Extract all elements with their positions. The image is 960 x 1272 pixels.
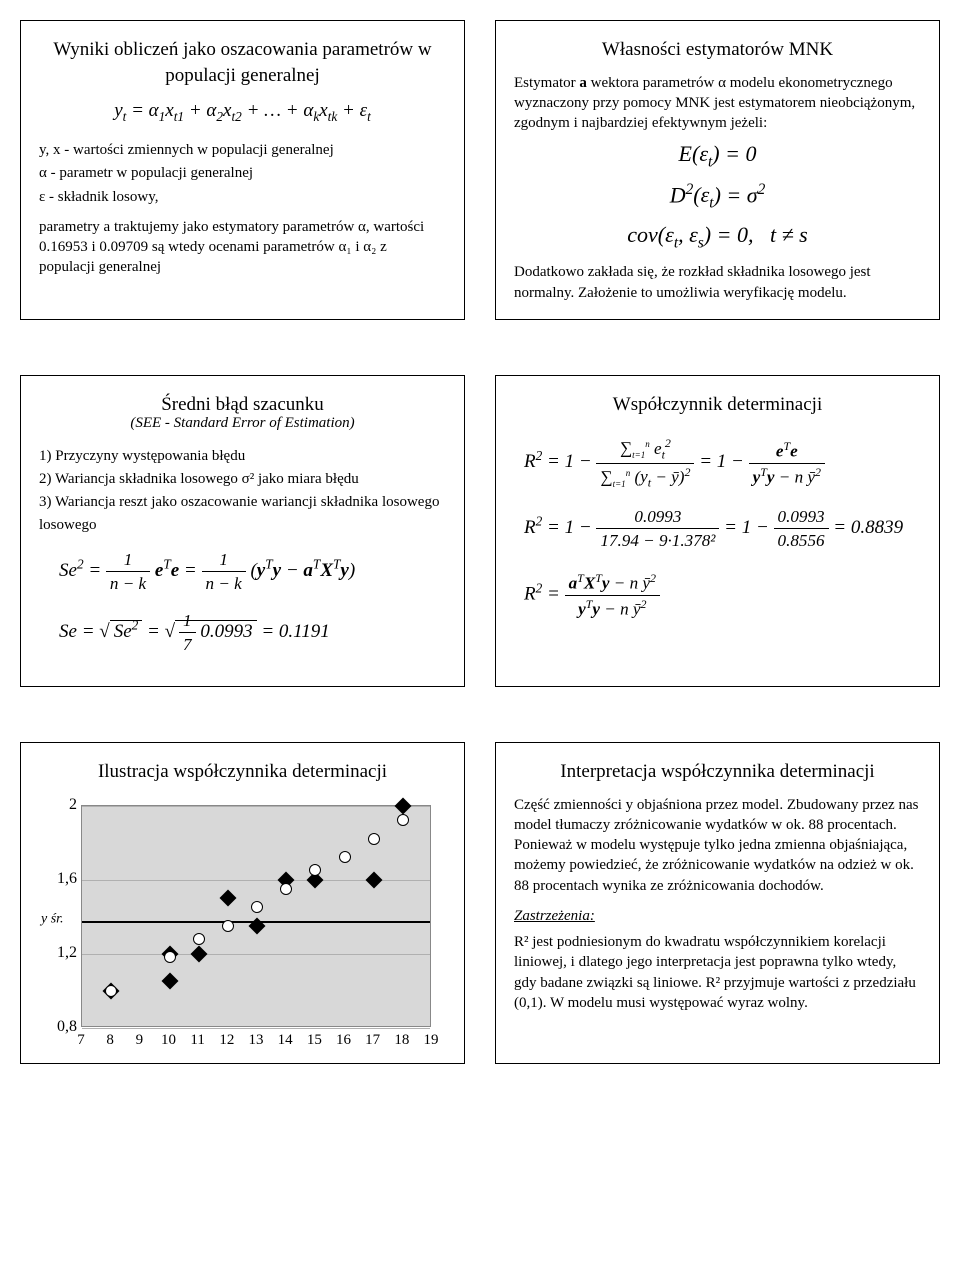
panel-interpretation: Interpretacja współczynnika determinacji…: [495, 742, 940, 1064]
val-r2-num: 0.0993: [596, 505, 719, 529]
panel-chart: Ilustracja współczynnika determinacji y …: [20, 742, 465, 1064]
panel-mnk-properties: Własności estymatorów MNK Estymator a we…: [495, 20, 940, 320]
val-r2-result: 0.8839: [851, 517, 903, 538]
panel4-title: Współczynnik determinacji: [514, 392, 921, 418]
xtick-label: 8: [106, 1030, 114, 1050]
diamond-marker: [394, 797, 411, 814]
circle-marker: [397, 814, 409, 826]
xtick-label: 16: [336, 1030, 351, 1050]
ytick-label: 2: [39, 794, 77, 816]
eq-r2-def: R2 = 1 − ∑t=1n et2 ∑t=1n (yt − ȳ)2 = 1 −…: [514, 435, 921, 491]
xtick-label: 11: [190, 1030, 204, 1050]
xtick-label: 7: [77, 1030, 85, 1050]
panel6-zastrz: Zastrzeżenia:: [514, 906, 921, 926]
xtick-label: 13: [249, 1030, 264, 1050]
eq-variance: D2(εt) = σ2: [514, 180, 921, 215]
panel2-para1: Estymator a wektora parametrów α modelu …: [514, 73, 921, 134]
panel1-definitions: y, x - wartości zmiennych w populacji ge…: [39, 140, 446, 207]
ytick-label: 1,6: [39, 868, 77, 890]
circle-marker: [368, 833, 380, 845]
plot-area: [81, 805, 431, 1027]
def-line: y, x - wartości zmiennych w populacji ge…: [39, 140, 446, 160]
xtick-label: 9: [136, 1030, 144, 1050]
panel1-equation: yt = α1xt1 + α2xt2 + … + αkxtk + εt: [39, 98, 446, 126]
panel-see: Średni błąd szacunku (SEE - Standard Err…: [20, 375, 465, 687]
xtick-label: 12: [219, 1030, 234, 1050]
eq-r2-matrix: R2 = aTXTy − n ȳ2 yTy − n ȳ2: [514, 570, 921, 621]
panel1-para: parametry a traktujemy jako estymatory p…: [39, 217, 446, 278]
eq-se: Se = √Se2 = √17 0.0993 = 0.1191: [39, 609, 446, 656]
eq-covariance: cov(εt, εs) = 0, t ≠ s: [514, 220, 921, 254]
ylabel: y śr.: [41, 910, 64, 929]
list-item: 2) Wariancja składnika losowego σ² jako …: [39, 469, 446, 489]
panel3-list: 1) Przyczyny występowania błędu 2) Waria…: [39, 446, 446, 513]
circle-marker: [251, 901, 263, 913]
val-se-result: 0.1191: [279, 621, 330, 642]
circle-marker: [222, 920, 234, 932]
def-line: α - parametr w populacji generalnej: [39, 163, 446, 183]
xtick-label: 18: [394, 1030, 409, 1050]
circle-marker: [309, 864, 321, 876]
panel3-subtitle: (SEE - Standard Error of Estimation): [39, 413, 446, 433]
panel6-title: Interpretacja współczynnika determinacji: [514, 759, 921, 785]
panel6-para1: Część zmienności y objaśniona przez mode…: [514, 795, 921, 896]
diamond-marker: [365, 871, 382, 888]
diamond-marker: [190, 945, 207, 962]
panel5-title: Ilustracja współczynnika determinacji: [39, 759, 446, 785]
circle-marker: [339, 851, 351, 863]
scatter-chart: y śr. 0,8 1,2 1,6 2 7 8 9 10 11 12 13 14 15 16 17 18 19: [39, 795, 439, 1055]
panel6-para2: R² jest podniesionym do kwadratu współcz…: [514, 932, 921, 1013]
diamond-marker: [219, 890, 236, 907]
circle-marker: [105, 985, 117, 997]
xtick-label: 17: [365, 1030, 380, 1050]
circle-marker: [193, 933, 205, 945]
val-se: 0.0993: [200, 621, 252, 642]
eq-se2: Se2 = 1n − k eTe = 1n − k (yTy − aTXTy): [39, 548, 446, 595]
diamond-marker: [161, 973, 178, 990]
list-item: 3) Wariancja reszt jako oszacowanie wari…: [39, 492, 446, 512]
xtick-label: 10: [161, 1030, 176, 1050]
val-r2-num2: 0.0993: [774, 505, 829, 529]
panel1-title: Wyniki obliczeń jako oszacowania paramet…: [39, 37, 446, 88]
ytick-label: 0,8: [39, 1016, 77, 1038]
ytick-label: 1,2: [39, 942, 77, 964]
xtick-label: 14: [278, 1030, 293, 1050]
panel2-title: Własności estymatorów MNK: [514, 37, 921, 63]
panel2-para2: Dodatkowo zakłada się, że rozkład składn…: [514, 262, 921, 303]
val-r2-den: 17.94 − 9·1.378²: [596, 529, 719, 552]
eq-expectation: E(εt) = 0: [514, 139, 921, 173]
def-line: ε - składnik losowy,: [39, 187, 446, 207]
xtick-label: 19: [424, 1030, 439, 1050]
circle-marker: [164, 951, 176, 963]
eq-r2-numeric: R2 = 1 − 0.099317.94 − 9·1.378² = 1 − 0.…: [514, 505, 921, 552]
xtick-label: 15: [307, 1030, 322, 1050]
list-item-cont: losowego: [39, 515, 446, 535]
list-item: 1) Przyczyny występowania błędu: [39, 446, 446, 466]
val-r2-alt: 0.8556: [774, 529, 829, 552]
panel-r2: Współczynnik determinacji R2 = 1 − ∑t=1n…: [495, 375, 940, 687]
circle-marker: [280, 883, 292, 895]
panel-results: Wyniki obliczeń jako oszacowania paramet…: [20, 20, 465, 320]
